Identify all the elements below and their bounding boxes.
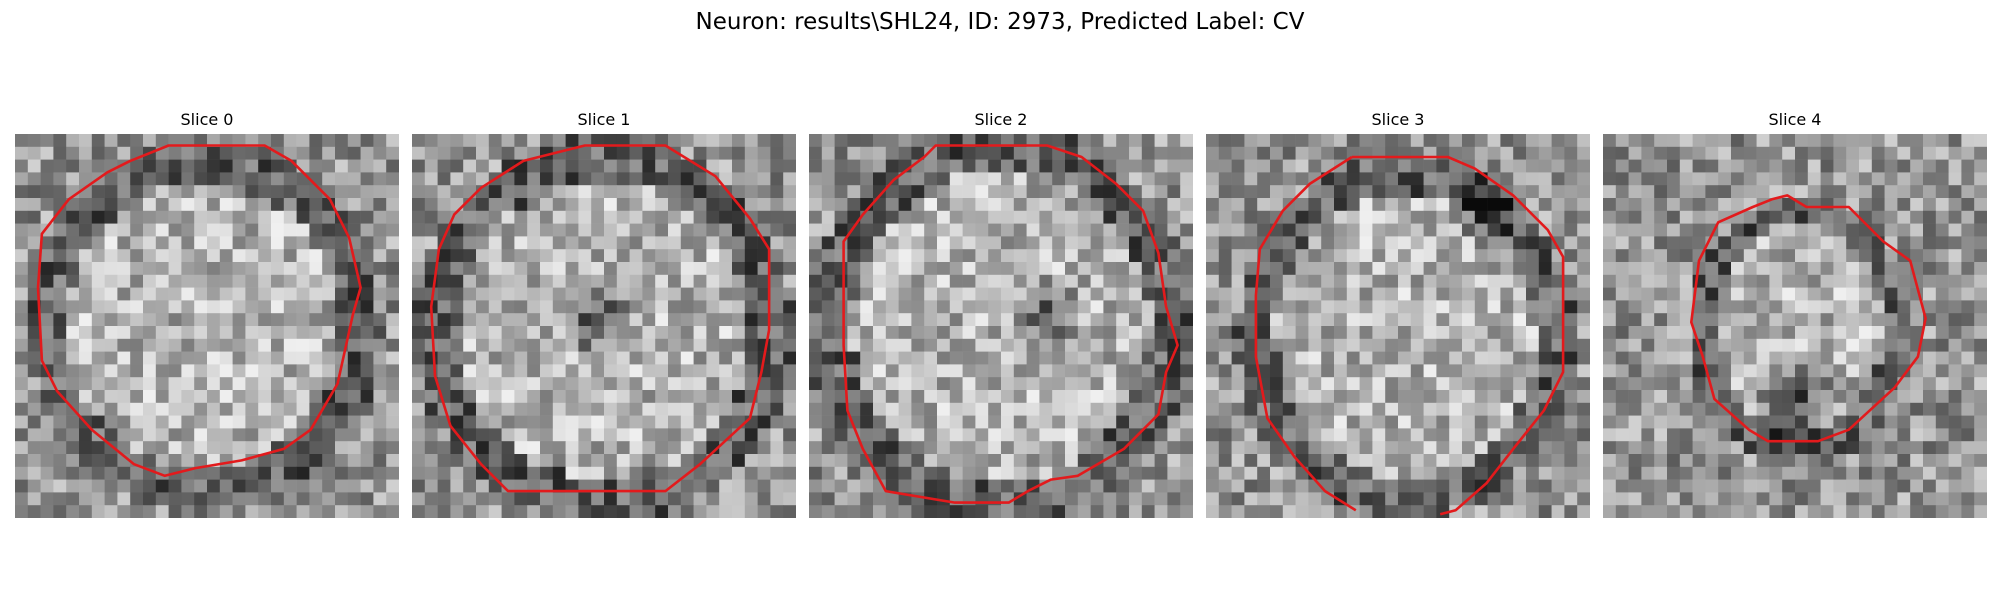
slice-title-2: Slice 2 xyxy=(809,108,1193,132)
figure-title: Neuron: results\SHL24, ID: 2973, Predict… xyxy=(0,6,2000,38)
slice-title-3: Slice 3 xyxy=(1206,108,1590,132)
slice-image-3 xyxy=(1206,134,1590,518)
slice-image-2 xyxy=(809,134,1193,518)
slice-title-1: Slice 1 xyxy=(412,108,796,132)
slice-title-4: Slice 4 xyxy=(1603,108,1987,132)
slice-image-4 xyxy=(1603,134,1987,518)
slice-title-0: Slice 0 xyxy=(15,108,399,132)
slice-image-1 xyxy=(412,134,796,518)
slice-image-0 xyxy=(15,134,399,518)
